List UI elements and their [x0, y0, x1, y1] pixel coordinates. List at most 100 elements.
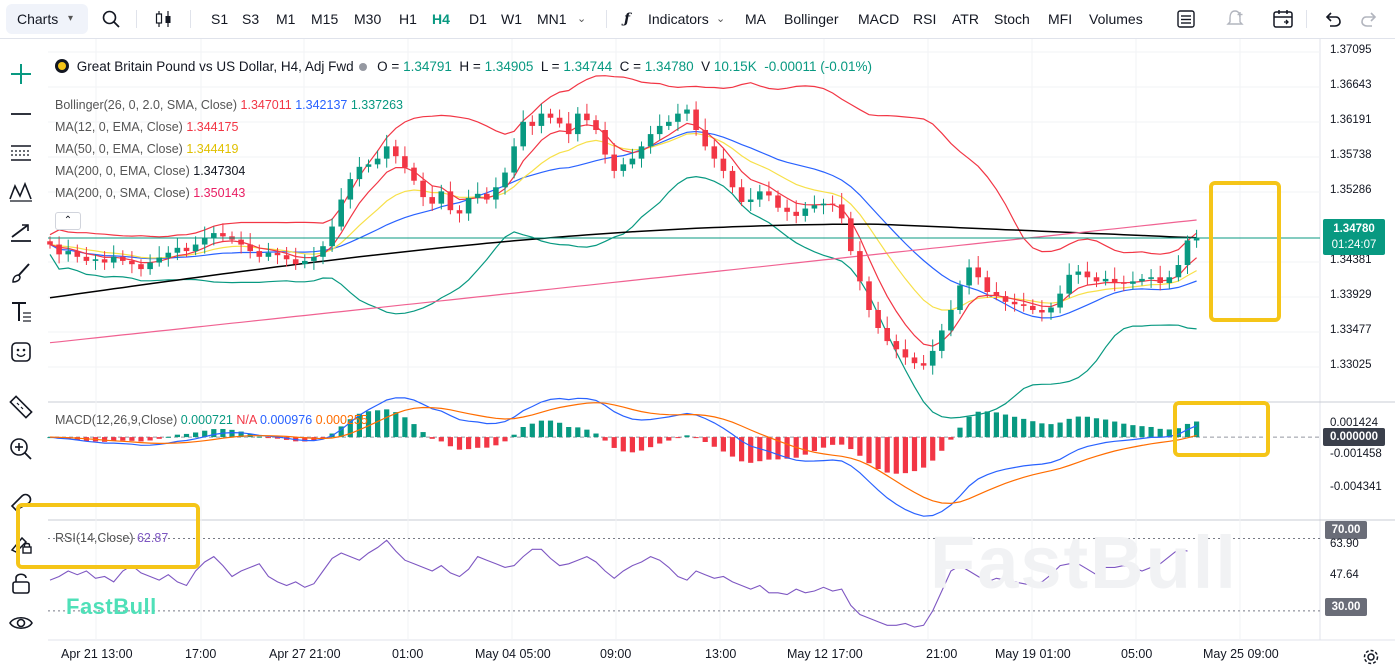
candlestick-type-icon[interactable]	[154, 9, 174, 29]
macd-histogram-bar	[347, 419, 353, 438]
candle-body	[966, 267, 972, 286]
redo-icon[interactable]	[1360, 9, 1380, 29]
fastbull-logo: FastBull	[66, 594, 157, 619]
lock-icon[interactable]	[8, 570, 34, 596]
indicator-mfi-button[interactable]: MFI	[1048, 11, 1073, 27]
macd-histogram-bar	[447, 437, 453, 447]
chevron-down-icon[interactable]: ⌄	[577, 13, 587, 25]
candle-body	[465, 197, 472, 214]
candle-body	[702, 130, 708, 147]
candle-body	[547, 113, 554, 118]
candle-body	[201, 238, 208, 245]
change-value: -0.00011 (-0.01%)	[764, 59, 873, 74]
magnet-icon[interactable]	[8, 488, 34, 514]
candle-body	[584, 113, 590, 121]
time-axis-label: 13:00	[705, 647, 737, 661]
ma50-legend[interactable]: MA(50, 0, EMA, Close) 1.344419	[55, 142, 238, 156]
crosshair-icon[interactable]	[8, 61, 34, 87]
horizontal-lines-icon[interactable]	[8, 140, 34, 166]
high-value: 1.34905	[484, 59, 534, 74]
macd-histogram-bar	[102, 437, 108, 442]
candle-body	[365, 164, 372, 167]
alert-icon[interactable]	[1225, 9, 1245, 29]
candle-body	[929, 350, 936, 366]
brush-icon[interactable]	[8, 260, 34, 286]
candle-body	[784, 207, 790, 212]
bollinger-legend[interactable]: Bollinger(26, 0, 2.0, SMA, Close) 1.3470…	[55, 98, 403, 112]
timeframe-m1[interactable]: M1	[276, 11, 296, 27]
macd-histogram-bar	[466, 437, 472, 450]
bollinger-lower-line	[49, 175, 1197, 419]
text-tool-icon[interactable]	[8, 299, 34, 325]
ruler-icon[interactable]	[8, 394, 34, 420]
indicator-bollinger-button[interactable]: Bollinger	[784, 11, 839, 27]
timeframe-h4[interactable]: H4	[432, 11, 450, 27]
zoom-in-icon[interactable]	[8, 436, 34, 462]
pattern-icon[interactable]	[8, 179, 34, 205]
candle-body	[256, 251, 263, 257]
ma12-legend[interactable]: MA(12, 0, EMA, Close) 1.344175	[55, 120, 238, 134]
macd-histogram-bar	[1194, 421, 1200, 438]
macd-histogram-bar	[529, 423, 535, 438]
collapse-legend-button[interactable]: ⌃	[55, 212, 81, 230]
timeframe-h1[interactable]: H1	[399, 11, 417, 27]
indicator-volumes-button[interactable]: Volumes	[1089, 11, 1143, 27]
macd-histogram-bar	[720, 437, 726, 452]
candle-body	[766, 191, 772, 196]
candle-body	[802, 208, 809, 216]
charts-menu-button[interactable]: Charts ▾	[6, 4, 88, 34]
chevron-down-icon[interactable]: ⌄	[716, 13, 726, 25]
candle-body	[820, 203, 827, 206]
candle-body	[656, 125, 663, 135]
candle-body	[165, 252, 172, 258]
undo-icon[interactable]	[1322, 9, 1342, 29]
function-icon: ƒ	[624, 11, 631, 27]
rsi-legend[interactable]: RSI(14,Close) 62.87	[55, 531, 168, 545]
candle-body	[838, 204, 845, 219]
divider	[136, 10, 137, 28]
macd-histogram-bar	[748, 437, 754, 463]
emoji-icon[interactable]	[8, 339, 34, 365]
candle-body	[939, 330, 945, 351]
indicator-name: MA(200, 0, SMA, Close)	[55, 186, 190, 200]
timeframe-s1[interactable]: S1	[211, 11, 229, 27]
macd-histogram-bar	[1139, 426, 1145, 438]
indicator-atr-button[interactable]: ATR	[952, 11, 979, 27]
timeframe-m30[interactable]: M30	[354, 11, 382, 27]
macd-histogram-bar	[1057, 422, 1063, 438]
calendar-icon[interactable]	[1272, 8, 1294, 30]
search-icon[interactable]	[102, 10, 120, 28]
timeframe-w1[interactable]: W1	[501, 11, 522, 27]
timeframe-mn1[interactable]: MN1	[537, 11, 567, 27]
settings-gear-icon[interactable]	[1362, 648, 1380, 666]
indicator-rsi-button[interactable]: RSI	[913, 11, 937, 27]
trend-line-icon[interactable]	[8, 101, 34, 127]
candle-body	[101, 259, 108, 263]
candle-body	[411, 167, 417, 181]
ma200-sma-legend[interactable]: MA(200, 0, SMA, Close) 1.350143	[55, 186, 245, 200]
object-tree-icon[interactable]	[1176, 9, 1196, 29]
timeframe-s3[interactable]: S3	[242, 11, 260, 27]
macd-histogram-bar	[211, 429, 217, 438]
macd-histogram-bar	[557, 422, 563, 438]
indicator-stoch-button[interactable]: Stoch	[994, 11, 1030, 27]
indicators-button[interactable]: Indicators	[648, 11, 709, 27]
timeframe-m15[interactable]: M15	[311, 11, 339, 27]
projection-icon[interactable]	[8, 219, 34, 245]
macd-line-value: 0.000976	[260, 413, 313, 427]
candle-body	[884, 328, 890, 342]
price-axis-label: 1.36643	[1330, 79, 1372, 91]
macd-histogram-bar	[365, 411, 372, 438]
candle-body	[192, 244, 199, 252]
visibility-eye-icon[interactable]	[8, 610, 34, 636]
candle-body	[484, 193, 490, 200]
macd-signal-line	[49, 402, 1197, 505]
macd-legend[interactable]: MACD(12,26,9,Close) 0.000721 N/A 0.00097…	[55, 413, 368, 427]
macd-histogram-bar	[611, 437, 617, 448]
indicator-ma-button[interactable]: MA	[745, 11, 766, 27]
candle-body	[893, 341, 900, 350]
ma200-ema-legend[interactable]: MA(200, 0, EMA, Close) 1.347304	[55, 164, 245, 178]
timeframe-d1[interactable]: D1	[469, 11, 487, 27]
indicator-macd-button[interactable]: MACD	[858, 11, 900, 27]
